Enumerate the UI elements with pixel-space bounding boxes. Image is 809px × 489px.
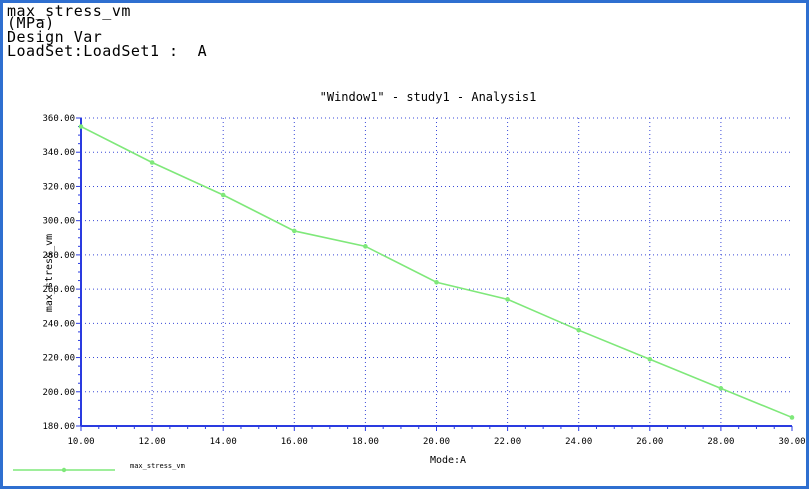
y-tick-label: 280.00	[42, 251, 75, 261]
data-point	[78, 124, 84, 129]
x-tick-label: 10.00	[67, 437, 94, 447]
x-tick-label: 28.00	[707, 437, 734, 447]
grid-layer	[81, 117, 792, 426]
y-tick-label: 340.00	[42, 148, 75, 158]
data-point	[718, 386, 724, 391]
design-var-label: Design Var	[7, 28, 103, 46]
y-tick-label: 200.00	[42, 388, 75, 398]
x-axis-title: Mode:A	[430, 455, 466, 466]
data-point	[647, 356, 653, 362]
y-tick-label: 260.00	[42, 285, 75, 295]
x-tick-label: 26.00	[636, 437, 663, 447]
y-tick-label: 220.00	[42, 354, 75, 364]
legend: max_stress_vm	[13, 462, 185, 473]
data-point	[220, 192, 226, 198]
x-tick-label: 30.00	[778, 437, 805, 447]
series-layer	[78, 124, 795, 420]
y-tick-label: 240.00	[42, 319, 75, 329]
x-tick-label: 20.00	[423, 437, 450, 447]
y-tick-label: 300.00	[42, 217, 75, 227]
data-point	[434, 279, 439, 285]
axes	[76, 117, 793, 431]
x-tick-label: 24.00	[565, 437, 592, 447]
result-quantity-label: max_stress_vm	[7, 2, 131, 20]
x-tick-label: 18.00	[352, 437, 379, 447]
loadset-label: LoadSet:LoadSet1 : A	[7, 42, 208, 60]
y-tick-label: 360.00	[42, 114, 75, 124]
legend-marker	[61, 467, 67, 473]
data-point	[505, 297, 510, 302]
y-axis-title: max_stress_vm	[44, 234, 55, 312]
y-tick-label: 320.00	[42, 182, 75, 192]
x-tick-label: 12.00	[139, 437, 166, 447]
x-tick-label: 22.00	[494, 437, 521, 447]
legend-label: max_stress_vm	[130, 462, 185, 470]
y-tick-label: 180.00	[42, 422, 75, 432]
x-tick-label: 16.00	[281, 437, 308, 447]
tick-labels: 10.00 12.00 14.00 16.00 18.00 20.00 22.00 24.00…	[42, 114, 805, 447]
data-point	[363, 244, 368, 249]
data-point	[576, 327, 581, 333]
line-chart: "Window1" - study1 - Analysis1 10.00 12.0…	[13, 90, 806, 473]
data-point	[292, 228, 297, 234]
result-units-label: (MPa)	[7, 14, 55, 32]
chart-title: "Window1" - study1 - Analysis1	[320, 90, 537, 104]
x-tick-label: 14.00	[210, 437, 237, 447]
data-point	[789, 415, 795, 420]
data-point	[149, 160, 155, 165]
